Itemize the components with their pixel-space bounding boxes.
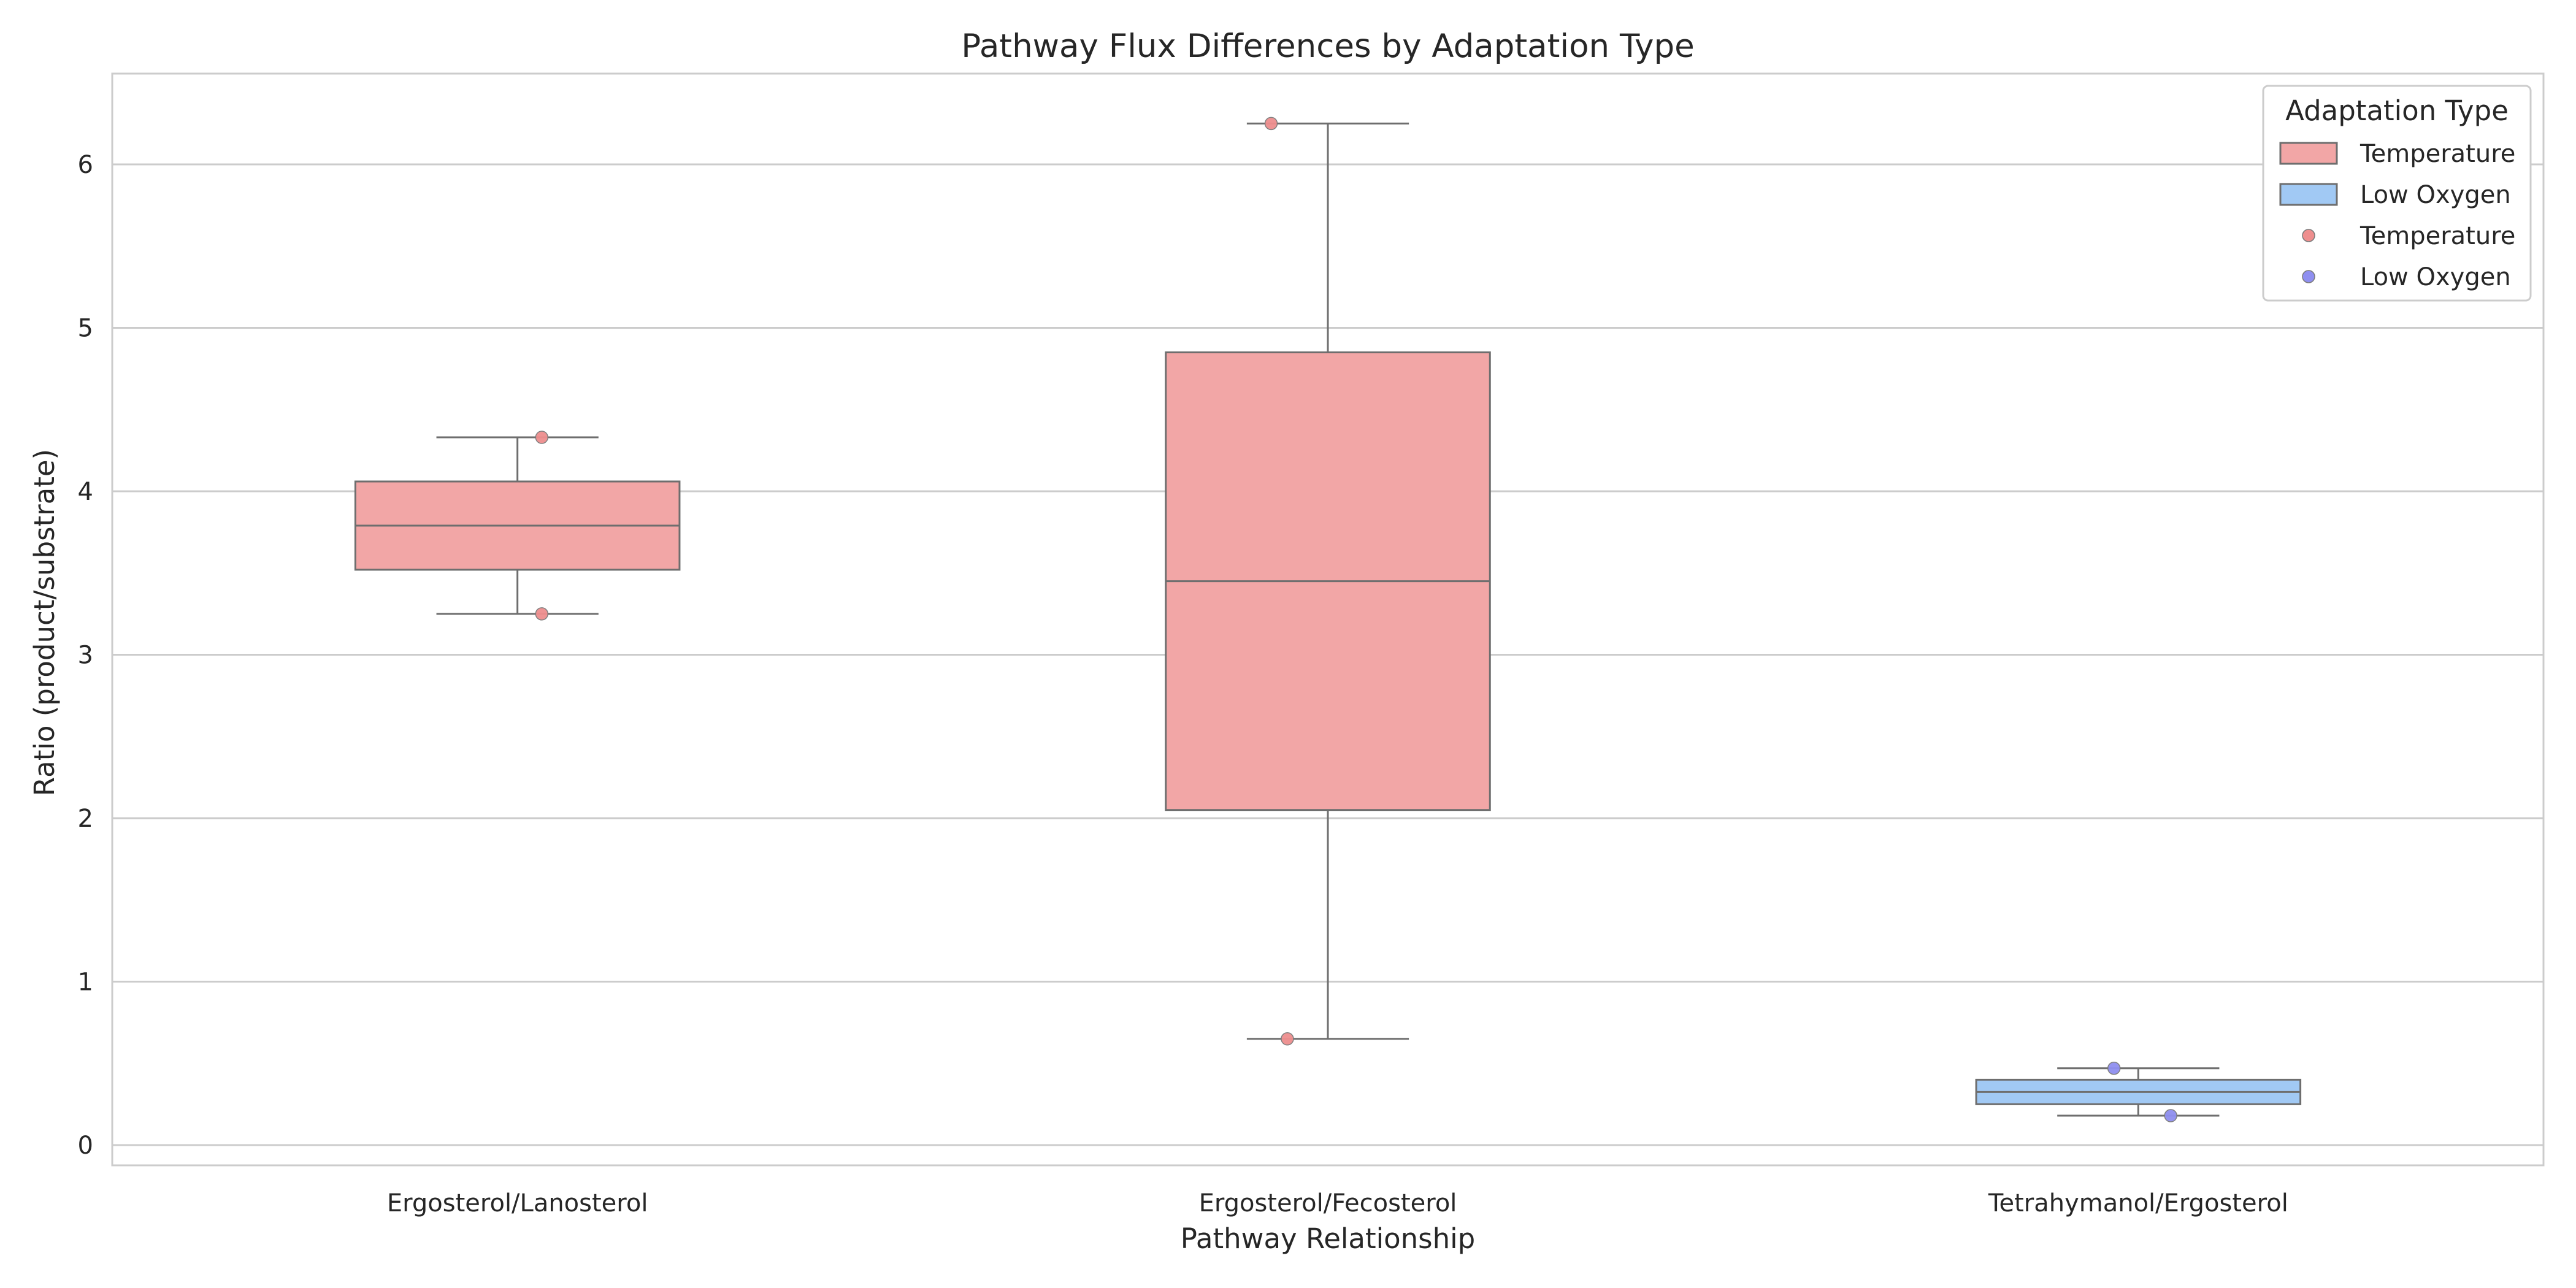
point-temperature-2-4 xyxy=(1281,1032,1294,1046)
legend-label: Temperature xyxy=(2359,140,2515,168)
legend-entry-3: Temperature xyxy=(2302,222,2515,250)
x-tick-label-2: Ergosterol/Fecosterol xyxy=(1199,1189,1457,1217)
data-points xyxy=(535,117,2177,1122)
y-tick-label-5: 5 xyxy=(78,315,93,343)
box-plots xyxy=(354,122,2302,1117)
point-temperature-1-2 xyxy=(535,607,549,621)
box-low-oxygen-3 xyxy=(1975,1067,2302,1117)
legend-label: Temperature xyxy=(2359,222,2515,250)
point-low-oxygen-3-2 xyxy=(2164,1109,2177,1122)
x-tick-label-3: Tetrahymanol/Ergosterol xyxy=(1988,1189,2288,1217)
y-tick-label-0: 0 xyxy=(78,1132,93,1160)
legend-title: Adaptation Type xyxy=(2285,94,2509,127)
y-tick-labels: 0 1 2 3 4 5 6 xyxy=(78,151,93,1160)
y-tick-label-1: 1 xyxy=(78,968,93,997)
x-tick-label-1: Ergosterol/Lanosterol xyxy=(387,1189,648,1217)
legend: Adaptation Type Temperature Low Oxygen Temp… xyxy=(2262,85,2532,302)
y-tick-label-3: 3 xyxy=(78,642,93,670)
legend-label: Low Oxygen xyxy=(2360,181,2511,209)
legend-entry-2: Low Oxygen xyxy=(2279,181,2511,209)
box-temperature-2 xyxy=(1165,122,1491,1040)
point-low-oxygen-3-1 xyxy=(2107,1061,2121,1075)
x-tick-labels: Ergosterol/Lanosterol Ergosterol/Fecoster… xyxy=(387,1189,2288,1217)
point-temperature-1-1 xyxy=(535,431,549,444)
legend-swatch-point xyxy=(2302,229,2315,242)
legend-swatch-box xyxy=(2279,183,2338,206)
chart-title: Pathway Flux Differences by Adaptation T… xyxy=(961,28,1694,65)
box-temperature-1 xyxy=(354,436,681,615)
plot-frame xyxy=(111,72,2545,1167)
point-temperature-2-3 xyxy=(1264,117,1278,131)
legend-entry-1: Temperature xyxy=(2279,140,2515,168)
legend-swatch-box xyxy=(2279,142,2338,165)
x-axis-label: Pathway Relationship xyxy=(1181,1222,1475,1255)
y-tick-label-6: 6 xyxy=(78,151,93,179)
y-tick-label-4: 4 xyxy=(78,478,93,506)
legend-entry-4: Low Oxygen xyxy=(2302,263,2511,291)
y-tick-label-2: 2 xyxy=(78,805,93,833)
legend-label: Low Oxygen xyxy=(2360,263,2511,291)
legend-swatch-point xyxy=(2302,270,2315,283)
legend-frame xyxy=(2262,85,2532,302)
y-axis-label: Ratio (product/substrate) xyxy=(28,449,61,796)
